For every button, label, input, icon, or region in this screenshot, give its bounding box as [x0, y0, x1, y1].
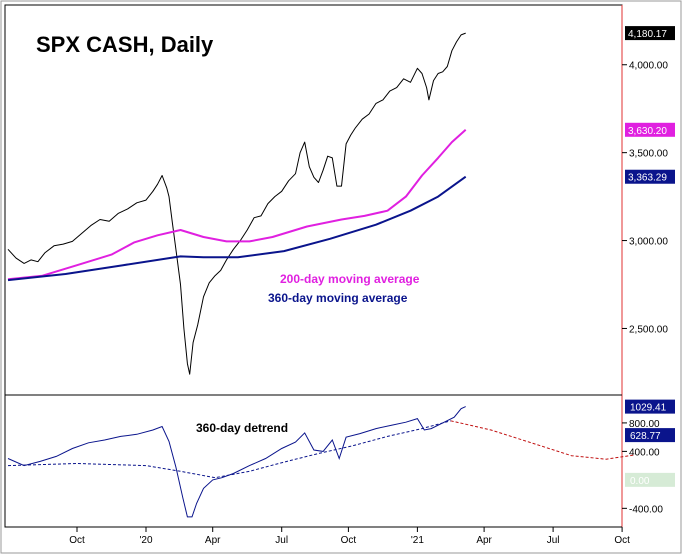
x-tick-label-4: Oct [341, 535, 357, 546]
ma360-line [7, 175, 467, 282]
price-y-tick-label-1: 3,000.00 [629, 237, 668, 248]
oscillator-panel: -400.00 400.00 800.00 0.00 1029.41 628.77 [7, 399, 675, 518]
annotation-200-day: 200-day moving average [280, 272, 420, 286]
detrend-projection [450, 420, 635, 460]
detrend-last-value: 1029.41 [630, 403, 667, 414]
annotation-360-day: 360-day moving average [268, 291, 408, 305]
chart-title: SPX CASH, Daily [36, 32, 214, 57]
price-y-tick-label-3: 4,000.00 [629, 61, 668, 72]
detrend-baseline [7, 420, 451, 479]
x-tick-label-0: Oct [69, 535, 85, 546]
ma200-last-value-badge: 3,630.20 [628, 126, 667, 137]
osc-y-tick-label-0: -400.00 [629, 504, 663, 515]
x-tick-label-7: Jul [547, 535, 560, 546]
price-panel: 2,500.00 3,000.00 3,500.00 4,000.00 4,180.17… [7, 26, 675, 375]
ma360-last-value-badge: 3,363.29 [628, 173, 667, 184]
x-tick-label-5: '21 [411, 535, 424, 546]
detrend-line [7, 406, 466, 518]
zero-badge-box [625, 472, 675, 487]
x-tick-label-8: Oct [614, 535, 630, 546]
x-tick-label-2: Apr [205, 535, 221, 546]
osc-y-tick-label-2: 800.00 [629, 419, 660, 430]
projection-value-box [625, 428, 675, 443]
spx-last-value-badge-box [625, 26, 675, 41]
ma200-last-value-badge-box [625, 122, 675, 137]
detrend-last-value-box [625, 399, 675, 414]
spx-last-value-badge: 4,180.17 [628, 29, 667, 40]
x-tick-label-3: Jul [275, 535, 288, 546]
price-y-tick-label-0: 2,500.00 [629, 324, 668, 335]
ma360-last-value-badge-box [625, 169, 675, 184]
price-y-tick-label-2: 3,500.00 [629, 149, 668, 160]
spx-price-line [7, 32, 466, 375]
zero-badge: 0.00 [630, 476, 650, 487]
osc-y-tick-label-1: 400.00 [629, 447, 660, 458]
x-axis: Oct '20 Apr Jul Oct '21 Apr Jul Oct [69, 527, 630, 546]
ma200-line [7, 129, 467, 281]
x-tick-label-1: '20 [139, 535, 152, 546]
annotation-detrend: 360-day detrend [196, 421, 288, 435]
projection-value: 628.77 [630, 431, 661, 442]
x-tick-label-6: Apr [476, 535, 492, 546]
